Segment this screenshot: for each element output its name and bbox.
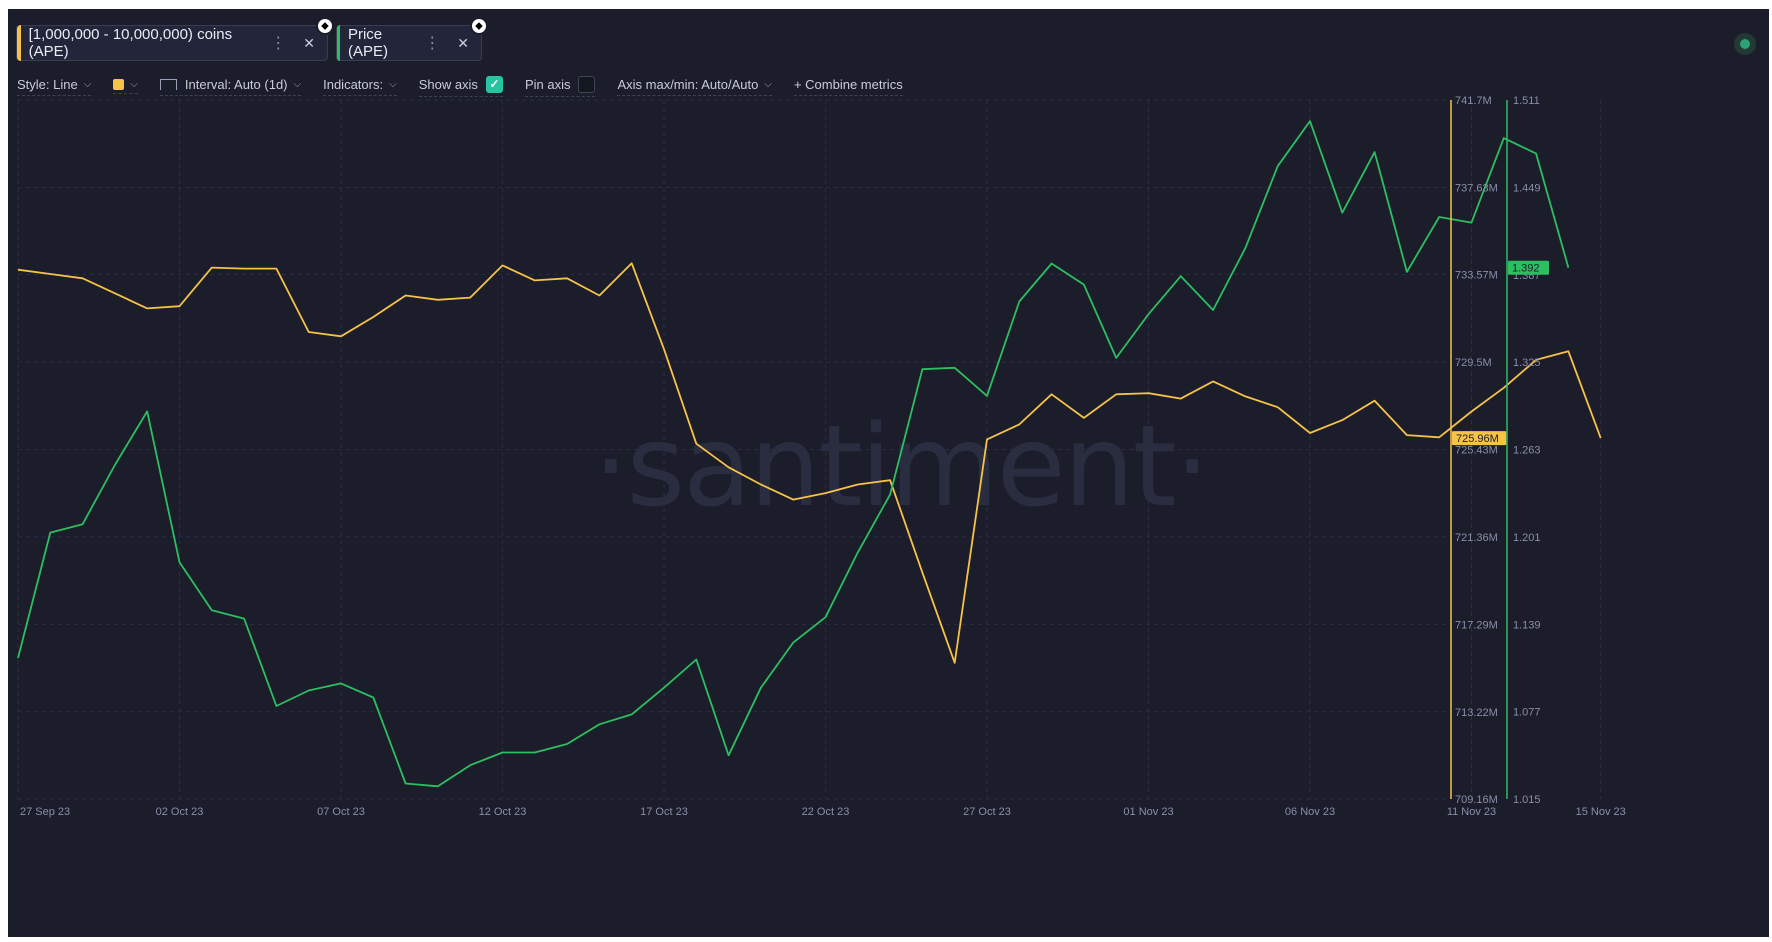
interval-dropdown[interactable]: Interval: Auto (1d) ⌵	[159, 76, 302, 96]
left-axis-tick-label: 713.22M	[1455, 707, 1498, 719]
chart-axes: 741.7M 737.63M 733.57M 729.5M 725.43M 721.36M…	[20, 95, 1626, 818]
ethereum-icon: ⬥	[316, 17, 334, 35]
more-options-icon[interactable]: ⋮	[270, 35, 288, 52]
chevron-down-icon: ⌵	[83, 78, 92, 90]
ethereum-icon: ⬥	[470, 17, 488, 35]
chart-plot[interactable]: ·santiment· 741.7M737.63M733.57M729.5M72…	[8, 9, 1769, 937]
left-axis-tick-label: 725.43M	[1455, 445, 1498, 457]
chart-grid	[17, 99, 1602, 800]
combine-metrics-button[interactable]: + Combine metrics	[793, 76, 903, 96]
left-axis-tick-label: 741.7M	[1455, 95, 1492, 107]
x-axis-tick-label: 27 Sep 23	[20, 806, 70, 818]
combine-metrics-label: + Combine metrics	[793, 76, 903, 92]
pin-axis-label: Pin axis	[524, 76, 571, 92]
metric-chip-price[interactable]: Price (APE) ⋮ ✕	[336, 25, 482, 61]
right-axis-tick-label: 1.077	[1513, 707, 1541, 719]
x-axis-tick-label: 12 Oct 23	[479, 806, 527, 818]
right-axis-tick-label: 1.449	[1513, 182, 1541, 194]
x-axis-tick-label: 01 Nov 23	[1123, 806, 1173, 818]
right-axis-tick-label: 1.139	[1513, 619, 1541, 631]
chevron-down-icon: ⌵	[389, 78, 397, 90]
right-axis-tick-label: 1.201	[1513, 532, 1541, 544]
axis-range-label: Axis max/min: Auto/Auto	[617, 76, 759, 92]
more-options-icon[interactable]: ⋮	[424, 35, 442, 52]
left-axis-tick-label: 709.16M	[1455, 794, 1498, 806]
metric-color-accent	[337, 25, 340, 61]
x-axis-tick-label: 07 Oct 23	[317, 806, 365, 818]
left-axis-current-value: 725.96M	[1456, 433, 1499, 445]
interval-icon	[159, 78, 177, 90]
chevron-down-icon: ⌵	[293, 78, 302, 90]
x-axis-tick-label: 17 Oct 23	[640, 806, 688, 818]
pin-axis-checkbox[interactable]	[578, 75, 596, 93]
style-dropdown[interactable]: Style: Line ⌵	[17, 76, 92, 96]
style-label: Style: Line	[17, 76, 78, 92]
status-indicator-icon[interactable]	[1734, 33, 1756, 55]
show-axis-toggle[interactable]: Show axis ✓	[418, 75, 503, 97]
x-axis-tick-label: 22 Oct 23	[802, 806, 850, 818]
show-axis-checkbox[interactable]: ✓	[485, 75, 503, 93]
metric-label: [1,000,000 - 10,000,000) coins (APE)	[28, 26, 233, 60]
left-axis-tick-label: 733.57M	[1455, 270, 1498, 282]
left-axis-current-value-bg	[1452, 431, 1507, 446]
close-icon[interactable]: ✕	[303, 34, 315, 51]
metric-label: Price (APE)	[347, 26, 388, 60]
left-axis-tick-label: 721.36M	[1455, 532, 1498, 544]
close-icon[interactable]: ✕	[457, 34, 469, 51]
right-axis-current-value-bg	[1508, 260, 1549, 275]
series-line	[17, 262, 1602, 664]
right-axis-tick-label: 1.263	[1513, 445, 1541, 457]
x-axis-tick-label: 27 Oct 23	[963, 806, 1011, 818]
right-axis-tick-label: 1.015	[1513, 794, 1541, 806]
color-picker[interactable]: ⌵	[113, 78, 138, 94]
left-axis-tick-label: 729.5M	[1455, 357, 1492, 369]
pin-axis-toggle[interactable]: Pin axis	[524, 75, 596, 97]
chevron-down-icon: ⌵	[764, 78, 772, 90]
right-axis-tick-label: 1.511	[1513, 95, 1540, 107]
left-axis-tick-label: 717.29M	[1455, 619, 1498, 631]
chart-toolbar: Style: Line ⌵ ⌵ Interval: Auto (1d) ⌵ In…	[17, 75, 925, 97]
right-axis-current-value: 1.392	[1512, 263, 1540, 275]
x-axis-tick-label: 06 Nov 23	[1285, 806, 1335, 818]
x-axis-tick-label: 11 Nov 23	[1447, 806, 1496, 818]
chart-series	[17, 120, 1602, 788]
indicators-dropdown[interactable]: Indicators: ⌵	[323, 77, 397, 96]
check-icon: ✓	[489, 77, 500, 91]
right-axis-tick-label: 1.325	[1513, 357, 1541, 369]
x-axis-tick-label: 15 Nov 23	[1576, 806, 1626, 818]
show-axis-label: Show axis	[418, 76, 478, 92]
metric-chip-holders[interactable]: [1,000,000 - 10,000,000) coins (APE) ⋮ ✕	[16, 25, 328, 61]
indicators-label: Indicators:	[323, 76, 384, 92]
chart-window: [1,000,000 - 10,000,000) coins (APE) ⋮ ✕…	[8, 9, 1769, 937]
chevron-down-icon: ⌵	[130, 78, 138, 90]
metric-color-accent	[17, 25, 21, 61]
interval-label: Interval: Auto (1d)	[184, 76, 288, 92]
x-axis-tick-label: 02 Oct 23	[156, 806, 204, 818]
left-axis-tick-label: 737.63M	[1455, 182, 1498, 194]
color-swatch	[113, 78, 125, 90]
series-line	[17, 120, 1570, 788]
axis-range-dropdown[interactable]: Axis max/min: Auto/Auto ⌵	[617, 77, 772, 96]
